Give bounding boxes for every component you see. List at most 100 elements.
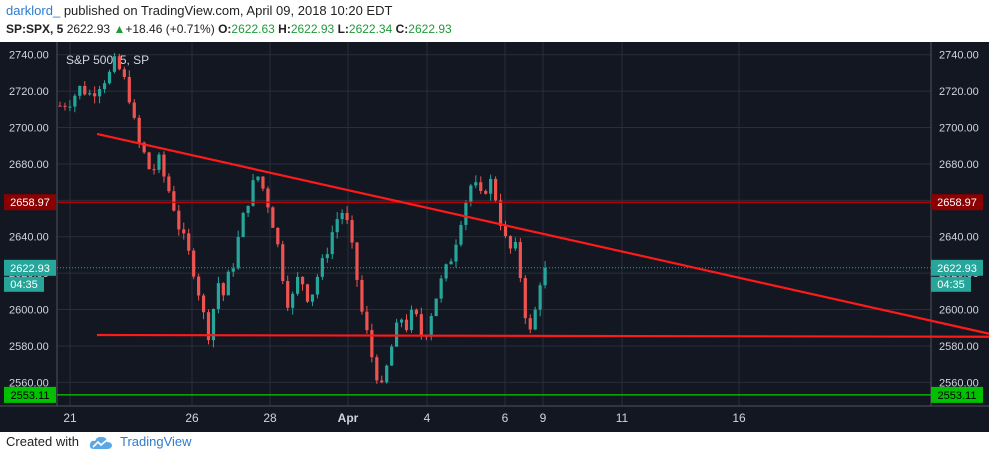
candle-body [122, 69, 126, 77]
candle-body [256, 176, 260, 181]
candle-body [330, 232, 334, 255]
candle-body [439, 278, 443, 299]
current-badge-label-left: 2622.93 [10, 263, 50, 275]
candle-body [152, 169, 156, 171]
current-badge-left [4, 259, 56, 276]
y-tick-label-left: 2600.00 [9, 305, 49, 317]
candle-body [340, 212, 344, 220]
candle-body [370, 330, 374, 358]
high-label: H: [278, 22, 291, 36]
footer: Created with TradingView [6, 434, 192, 450]
candle-body [489, 178, 493, 194]
candle-body [454, 244, 458, 262]
candle-body [271, 207, 275, 228]
author-link[interactable]: darklord_ [6, 3, 61, 18]
y-tick-label-left: 2680.00 [9, 159, 49, 171]
candle-body [528, 318, 532, 330]
open-value: 2622.63 [231, 22, 275, 36]
candle-body [177, 210, 181, 230]
candle-body [192, 250, 196, 277]
y-tick-label-left: 2560.00 [9, 377, 49, 389]
candle-body [315, 276, 319, 295]
candle-body [291, 293, 295, 308]
candle-body [107, 71, 112, 84]
x-tick-label: 28 [263, 411, 277, 425]
candle-body [385, 365, 389, 383]
candle-body [162, 154, 166, 177]
resistance-badge-label-left: 2658.97 [10, 197, 50, 209]
candle-body [305, 284, 310, 302]
candle-body [345, 212, 349, 221]
candle-body [355, 242, 359, 280]
candle-body [132, 102, 136, 118]
low-label: L: [337, 22, 349, 36]
candle-body [83, 85, 87, 95]
publish-info: darklord_ published on TradingView.com, … [6, 3, 392, 18]
candle-body [172, 191, 176, 211]
candle-body [469, 185, 473, 202]
candle-body [390, 346, 394, 366]
last-price: 2622.93 [66, 22, 111, 36]
candle-body [523, 278, 527, 319]
candle-body [399, 319, 404, 323]
price-chart[interactable]: 2560.00 2560.00 2580.00 2580.00 2600.00 2600.… [0, 42, 989, 432]
candle-body [211, 309, 216, 341]
candle-body [241, 212, 245, 238]
resistance-badge-label-right: 2658.97 [937, 197, 977, 209]
y-tick-label-left: 2720.00 [9, 86, 49, 98]
candle-body [310, 294, 315, 302]
countdown-badge-right [931, 276, 971, 292]
candle-body [508, 236, 513, 249]
candle-body [231, 268, 235, 272]
candle-body [197, 276, 201, 296]
candle-body [350, 220, 354, 243]
candle-body [112, 56, 117, 72]
up-arrow-icon: ▲ [113, 22, 126, 36]
countdown-label-left: 04:35 [10, 279, 38, 291]
candle-body [419, 314, 423, 336]
candle-body [98, 89, 102, 97]
candle-body [221, 283, 225, 296]
tradingview-cloud-icon [89, 436, 112, 449]
close-value: 2622.93 [408, 22, 452, 36]
tradingview-link[interactable]: TradingView [120, 434, 192, 449]
support-badge-label-right: 2553.11 [938, 390, 977, 402]
candle-body [300, 276, 305, 285]
y-tick-label-left: 2640.00 [9, 232, 49, 244]
y-tick-label-left: 2700.00 [9, 123, 49, 135]
published-text: published on TradingView.com, April 09, … [63, 3, 393, 18]
candle-body [261, 176, 265, 189]
y-tick-label-right: 2600.00 [939, 305, 979, 317]
candle-body [325, 254, 329, 259]
trendline-0[interactable] [96, 132, 989, 335]
candle-body [281, 244, 285, 282]
y-tick-label-left: 2740.00 [9, 50, 49, 62]
candle-body [137, 117, 141, 143]
current-badge-right [931, 259, 983, 276]
candle-body [513, 241, 517, 249]
candle-body [404, 319, 409, 331]
y-tick-label-right: 2560.00 [939, 377, 979, 389]
y-tick-label-right: 2680.00 [939, 159, 979, 171]
y-tick-label-right: 2700.00 [939, 123, 979, 135]
candle-body [216, 283, 220, 310]
candle-body [236, 237, 240, 269]
open-label: O: [218, 22, 232, 36]
candle-body [63, 105, 67, 107]
candle-body [201, 295, 206, 313]
trendline-1[interactable] [96, 333, 989, 338]
candle-body [127, 76, 131, 103]
candle-body [503, 225, 508, 237]
y-tick-label-left: 2580.00 [9, 341, 49, 353]
candle-body [380, 380, 384, 383]
candle-body [474, 182, 478, 186]
candle-body [58, 105, 62, 107]
change: +18.46 (+0.71%) [125, 22, 215, 36]
candle-body [276, 227, 280, 245]
candle-body [78, 85, 82, 96]
candle-body [88, 93, 92, 95]
candle-body [449, 261, 453, 265]
candle-body [117, 56, 121, 70]
candle-body [429, 315, 433, 337]
low-value: 2622.34 [348, 22, 393, 36]
